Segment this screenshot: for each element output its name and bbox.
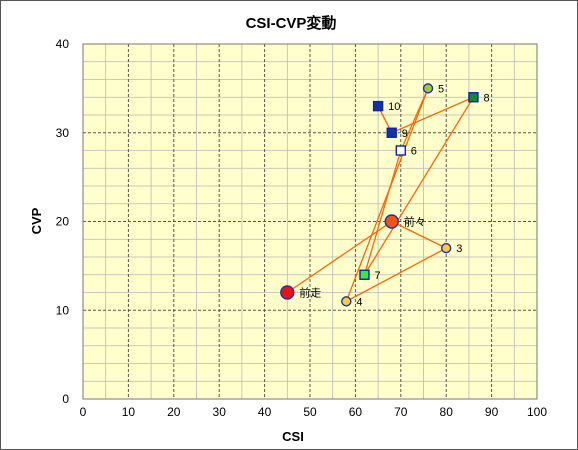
data-points: 前走 前々 3 4 5 6 7 8 9 10 xyxy=(280,83,490,308)
y-tick-label: 40 xyxy=(56,37,70,51)
x-tick-label: 60 xyxy=(349,405,363,419)
point-label: 7 xyxy=(374,270,380,282)
point-marker xyxy=(280,285,295,300)
grid-lines xyxy=(83,44,537,399)
x-tick-label: 70 xyxy=(394,405,408,419)
connector-line xyxy=(363,150,402,275)
point-marker xyxy=(341,296,352,307)
point-marker xyxy=(468,92,479,103)
point-label: 6 xyxy=(411,146,417,158)
point-label: 9 xyxy=(402,128,408,140)
point-label: 10 xyxy=(388,101,400,113)
connector-line xyxy=(286,220,393,294)
point-marker xyxy=(395,145,406,156)
data-point: 9 xyxy=(386,127,408,140)
point-label: 前々 xyxy=(404,215,426,229)
connector-line xyxy=(391,220,447,249)
plot-border xyxy=(82,43,538,400)
data-point: 4 xyxy=(341,296,362,308)
x-axis-label: CSI xyxy=(282,429,304,444)
point-label: 4 xyxy=(356,296,362,308)
point-marker xyxy=(359,269,370,280)
connector-line xyxy=(363,96,474,276)
data-point: 3 xyxy=(441,242,462,255)
connector-line xyxy=(391,96,474,134)
point-label: 8 xyxy=(483,92,489,104)
x-tick-label: 80 xyxy=(440,405,454,419)
point-label: 前走 xyxy=(299,286,321,300)
point-label: 3 xyxy=(456,243,462,255)
x-tick-label: 40 xyxy=(258,405,272,419)
y-tick-label: 20 xyxy=(56,215,70,229)
y-tick-label: 0 xyxy=(62,392,69,406)
point-marker xyxy=(386,127,397,138)
connecting-lines xyxy=(286,88,474,302)
x-axis-ticks: 0 10 20 30 40 50 60 70 80 90 100 xyxy=(80,405,548,419)
x-tick-label: 30 xyxy=(213,405,227,419)
y-tick-label: 10 xyxy=(56,303,70,317)
chart-title: CSI-CVP変動 xyxy=(246,14,337,32)
point-marker xyxy=(422,83,434,94)
y-axis-label: CVP xyxy=(29,207,44,234)
x-tick-label: 0 xyxy=(80,405,87,419)
point-marker xyxy=(372,100,384,112)
y-axis-ticks: 0 10 20 30 40 xyxy=(56,37,70,406)
data-point: 前々 xyxy=(384,214,426,229)
connector-line xyxy=(346,247,447,302)
connector-line xyxy=(400,88,429,151)
data-point: 5 xyxy=(422,83,444,95)
point-marker xyxy=(384,214,399,229)
point-label: 5 xyxy=(438,83,444,95)
x-tick-label: 10 xyxy=(122,405,136,419)
data-point: 6 xyxy=(395,145,417,158)
data-point: 8 xyxy=(468,92,490,104)
y-tick-label: 30 xyxy=(56,126,70,140)
x-tick-label: 20 xyxy=(167,405,181,419)
data-point: 前走 xyxy=(280,285,321,300)
x-tick-label: 50 xyxy=(303,405,317,419)
x-tick-label: 90 xyxy=(485,405,499,419)
data-point: 10 xyxy=(372,100,400,113)
data-point: 7 xyxy=(359,269,381,282)
x-tick-label: 100 xyxy=(527,405,547,419)
point-marker xyxy=(441,242,452,254)
